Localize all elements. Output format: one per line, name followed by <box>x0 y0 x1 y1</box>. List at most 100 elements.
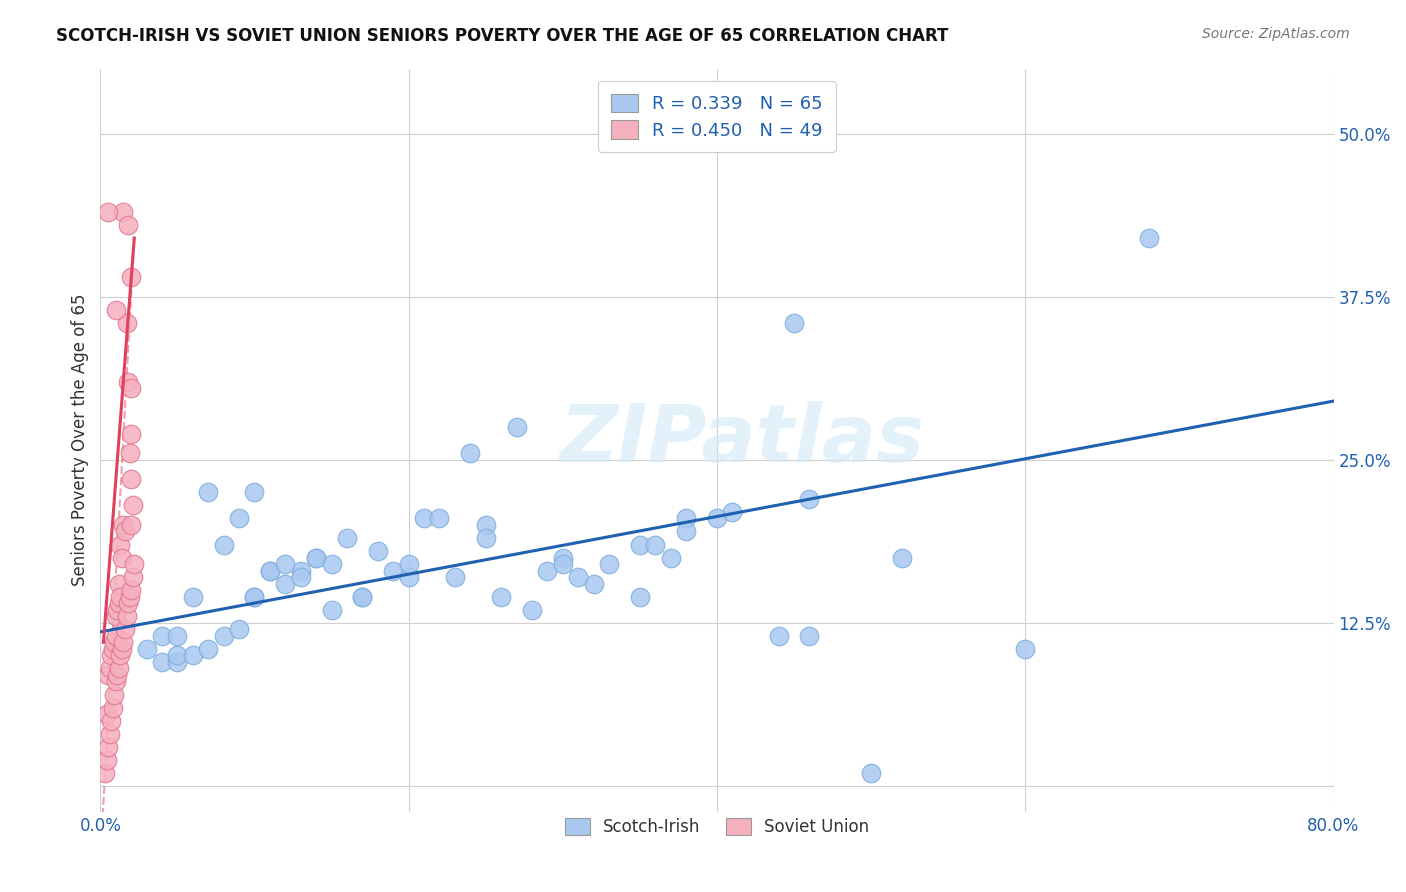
Point <box>398 557 420 571</box>
Point <box>108 596 131 610</box>
Legend: Scotch-Irish, Soviet Union: Scotch-Irish, Soviet Union <box>557 810 877 845</box>
Point <box>118 590 141 604</box>
Point <box>114 622 136 636</box>
Point <box>274 576 297 591</box>
Point <box>97 739 120 754</box>
Point <box>598 557 620 571</box>
Point <box>104 609 127 624</box>
Point <box>721 505 744 519</box>
Point <box>413 511 436 525</box>
Point <box>336 531 359 545</box>
Point <box>166 655 188 669</box>
Point <box>112 635 135 649</box>
Point <box>100 648 122 663</box>
Point <box>520 603 543 617</box>
Point <box>120 381 142 395</box>
Point <box>117 375 139 389</box>
Point <box>110 537 132 551</box>
Point <box>228 511 250 525</box>
Point <box>150 629 173 643</box>
Point <box>120 426 142 441</box>
Point <box>111 641 134 656</box>
Point <box>799 629 821 643</box>
Point <box>474 531 496 545</box>
Point <box>675 511 697 525</box>
Point <box>458 446 481 460</box>
Y-axis label: Seniors Poverty Over the Age of 65: Seniors Poverty Over the Age of 65 <box>72 294 89 586</box>
Point <box>1137 231 1160 245</box>
Point <box>118 446 141 460</box>
Point <box>197 485 219 500</box>
Point <box>382 564 405 578</box>
Point <box>108 661 131 675</box>
Point <box>98 726 121 740</box>
Point <box>644 537 666 551</box>
Point <box>675 524 697 539</box>
Point <box>104 302 127 317</box>
Point <box>181 648 204 663</box>
Point <box>567 570 589 584</box>
Point <box>429 511 451 525</box>
Point <box>321 557 343 571</box>
Point <box>259 564 281 578</box>
Point <box>274 557 297 571</box>
Point <box>212 629 235 643</box>
Point <box>108 576 131 591</box>
Point <box>135 641 157 656</box>
Point <box>104 674 127 689</box>
Point <box>103 688 125 702</box>
Point <box>582 576 605 591</box>
Point <box>166 629 188 643</box>
Point <box>228 622 250 636</box>
Point <box>706 511 728 525</box>
Point <box>110 590 132 604</box>
Point <box>101 700 124 714</box>
Point <box>114 524 136 539</box>
Point <box>104 629 127 643</box>
Point <box>259 564 281 578</box>
Point <box>121 499 143 513</box>
Point <box>115 609 138 624</box>
Point <box>100 714 122 728</box>
Point <box>352 590 374 604</box>
Point <box>94 765 117 780</box>
Point <box>367 544 389 558</box>
Point <box>197 641 219 656</box>
Point <box>628 590 651 604</box>
Point <box>628 537 651 551</box>
Point <box>181 590 204 604</box>
Point <box>117 218 139 232</box>
Point <box>890 550 912 565</box>
Point <box>105 668 128 682</box>
Point <box>352 590 374 604</box>
Point <box>489 590 512 604</box>
Point <box>305 550 328 565</box>
Point <box>103 635 125 649</box>
Point <box>98 661 121 675</box>
Point <box>659 550 682 565</box>
Point <box>799 491 821 506</box>
Point <box>305 550 328 565</box>
Point <box>110 648 132 663</box>
Point <box>536 564 558 578</box>
Point <box>112 205 135 219</box>
Point <box>120 270 142 285</box>
Text: ZIPatlas: ZIPatlas <box>560 401 924 479</box>
Point <box>120 472 142 486</box>
Point <box>321 603 343 617</box>
Point <box>243 485 266 500</box>
Point <box>398 570 420 584</box>
Point <box>101 641 124 656</box>
Point <box>290 570 312 584</box>
Point <box>1014 641 1036 656</box>
Point <box>115 316 138 330</box>
Point <box>150 655 173 669</box>
Point <box>243 590 266 604</box>
Point <box>505 420 527 434</box>
Point <box>768 629 790 643</box>
Point <box>122 557 145 571</box>
Point <box>96 707 118 722</box>
Point <box>783 316 806 330</box>
Point <box>97 205 120 219</box>
Point <box>290 564 312 578</box>
